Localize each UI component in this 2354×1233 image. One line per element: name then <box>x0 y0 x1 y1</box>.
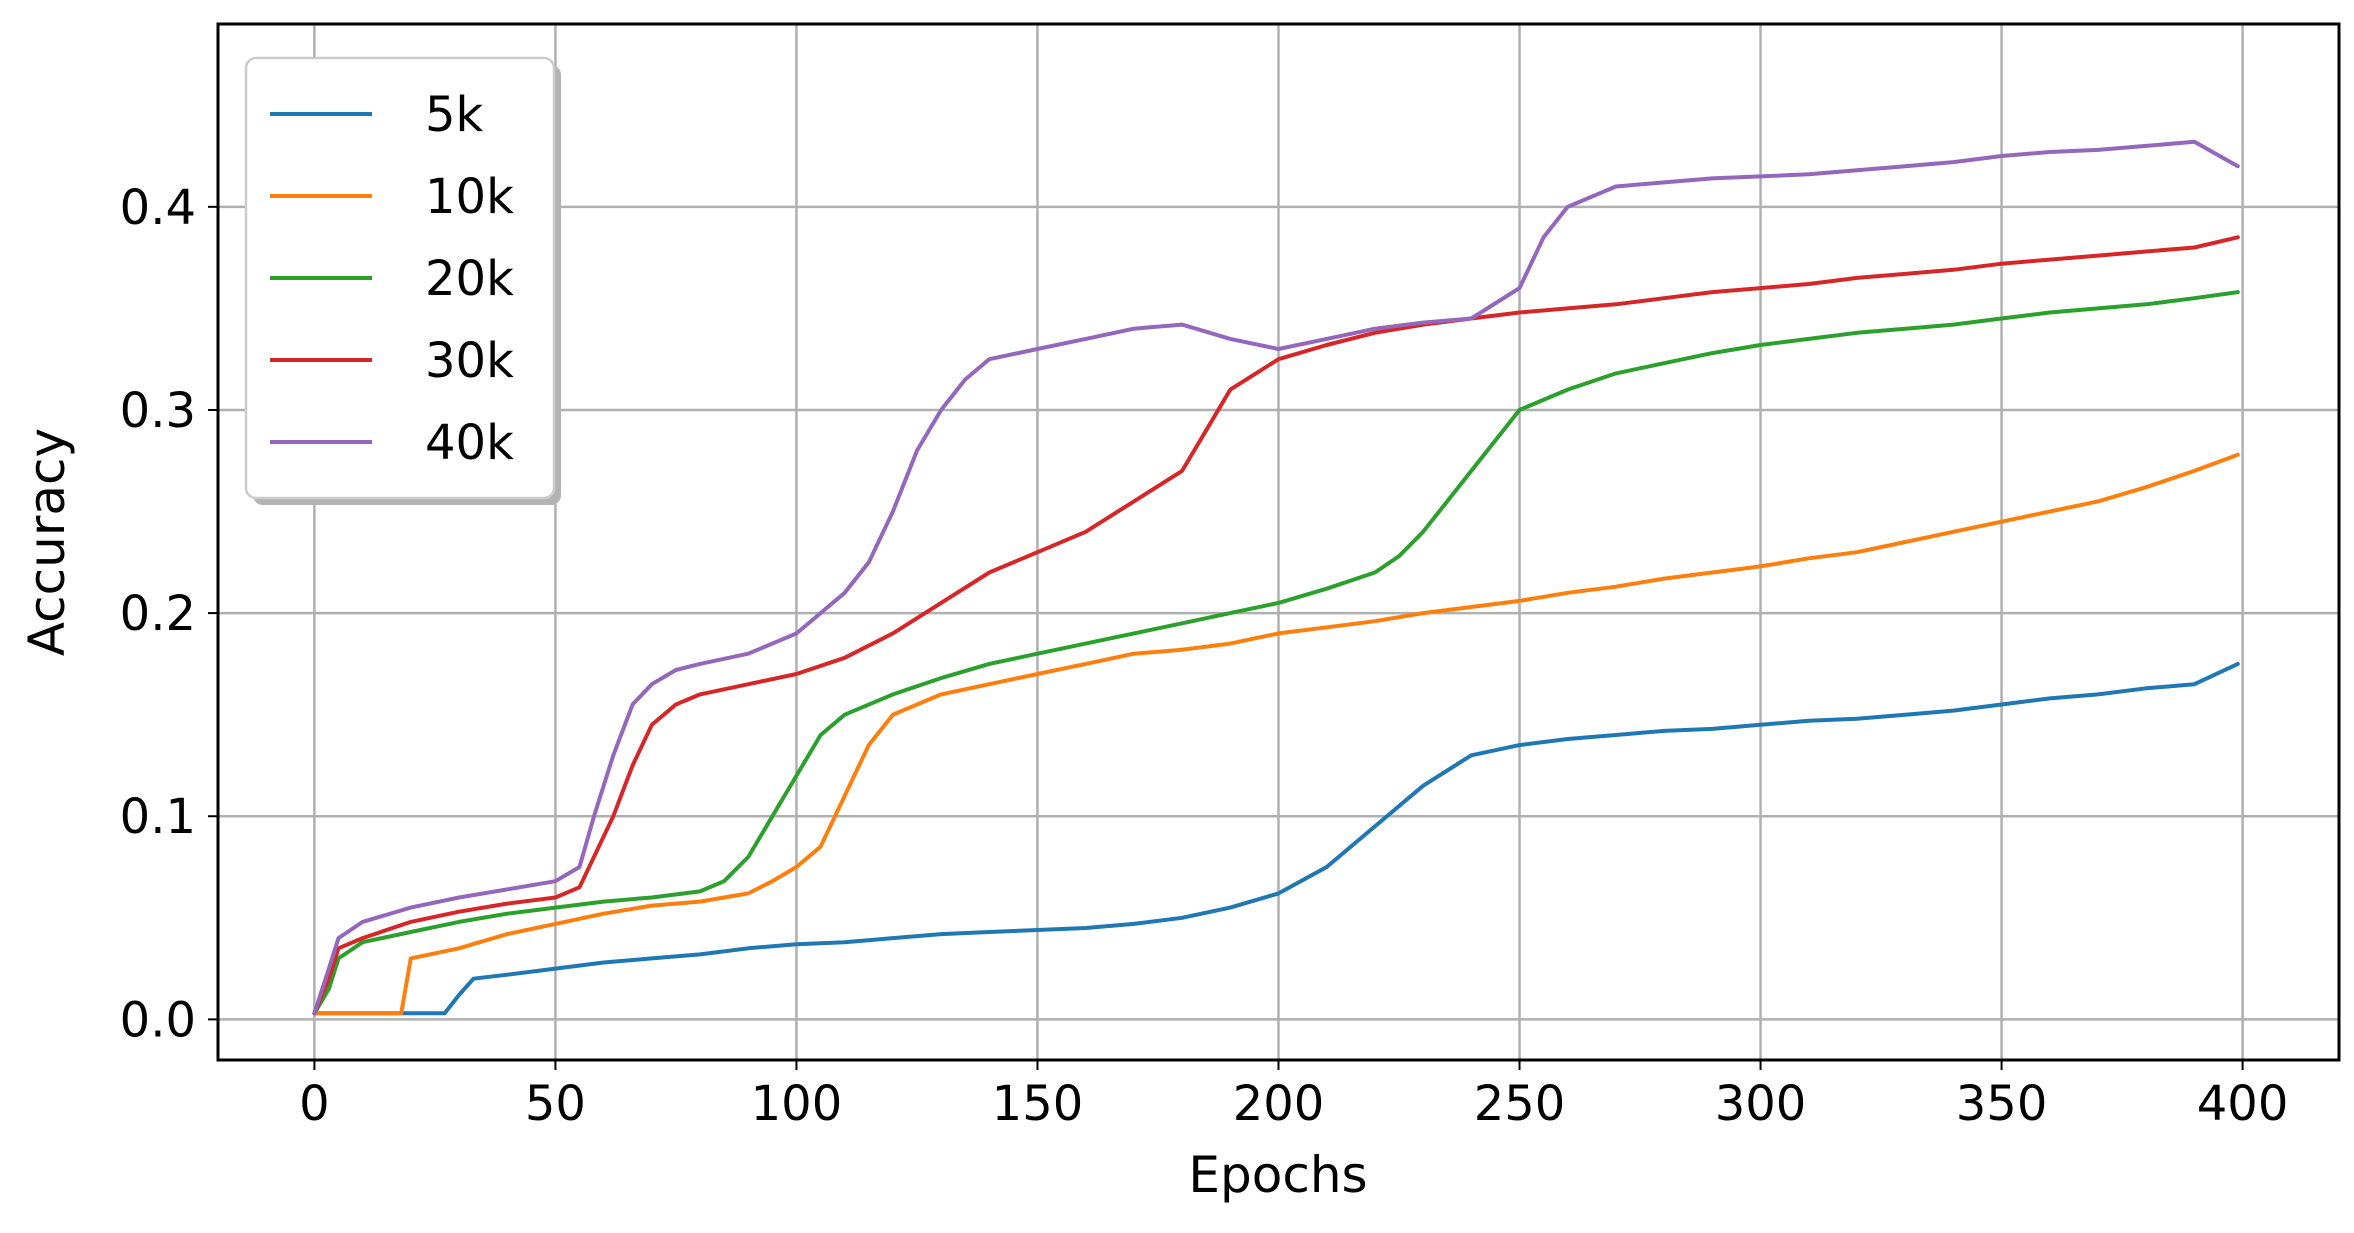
legend-label-5k: 5k <box>425 87 484 143</box>
legend: 5k 10k 20k 30k 40k <box>244 56 561 505</box>
legend-items: 5k 10k 20k 30k 40k <box>270 87 514 471</box>
y-tick-label: 0.1 <box>120 789 196 845</box>
legend-label-40k: 40k <box>425 415 514 471</box>
y-tick-label: 0.2 <box>120 586 196 642</box>
x-tick-label: 400 <box>2197 1076 2289 1132</box>
legend-label-30k: 30k <box>425 333 514 389</box>
series-line-30k <box>312 235 2240 1016</box>
y-axis-label: Accuracy <box>18 428 76 656</box>
y-tick-label: 0.0 <box>120 992 196 1048</box>
x-tick-label: 0 <box>299 1076 330 1132</box>
tick-layer: 0 50 100 150 200 250 300 350 400 0.0 0.1 0.2 0.3 0.4 <box>120 180 2289 1132</box>
series-line-40k <box>312 139 2240 1016</box>
x-tick-label: 300 <box>1715 1076 1807 1132</box>
x-tick-label: 200 <box>1233 1076 1325 1132</box>
legend-box <box>244 56 556 500</box>
x-tick-label: 350 <box>1956 1076 2048 1132</box>
x-tick-label: 100 <box>751 1076 843 1132</box>
y-tick-label: 0.3 <box>120 383 196 439</box>
legend-label-20k: 20k <box>425 251 514 307</box>
x-tick-label: 150 <box>992 1076 1084 1132</box>
x-axis-label: Epochs <box>1188 1146 1367 1204</box>
y-tick-label: 0.4 <box>120 180 196 236</box>
series-line-10k <box>312 452 2240 1016</box>
series-layer <box>312 139 2240 1016</box>
series-line-20k <box>312 290 2240 1016</box>
x-tick-label: 50 <box>525 1076 586 1132</box>
x-tick-label: 250 <box>1474 1076 1566 1132</box>
series-line-5k <box>312 661 2240 1016</box>
grid-layer <box>218 24 2339 1060</box>
legend-label-10k: 10k <box>425 169 514 225</box>
